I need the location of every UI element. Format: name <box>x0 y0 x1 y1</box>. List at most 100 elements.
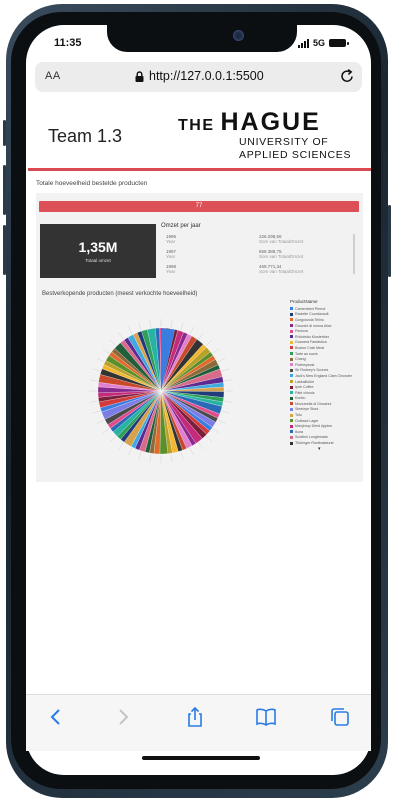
legend-label: Jack's New England Clam Chowder <box>295 373 353 378</box>
legend-item[interactable]: Camembert Pierrot <box>290 306 362 312</box>
header-divider <box>28 168 371 171</box>
legend-swatch <box>290 441 293 445</box>
volume-down-button <box>3 225 6 275</box>
legend-item[interactable]: Jack's New England Clam Chowder <box>290 373 362 379</box>
omzet-amount: 226.298,56 <box>259 234 282 239</box>
legend-item[interactable]: Flotemysost <box>290 362 362 368</box>
logo-line-2: APPLIED SCIENCES <box>239 149 352 161</box>
legend-label: Chang <box>295 357 306 362</box>
pie-leader-line <box>96 358 105 363</box>
legend-item[interactable]: Guaraná Fantástica <box>290 340 362 346</box>
legend-title: ProductName <box>290 299 318 304</box>
silent-switch <box>3 120 6 146</box>
legend-swatch <box>290 391 293 395</box>
forward-chevron-icon[interactable] <box>111 705 135 729</box>
legend-label: Rhönbräu Klosterbier <box>295 334 329 339</box>
legend-label: Scottish Longbreads <box>295 435 328 440</box>
legend-item[interactable]: Konbu <box>290 396 362 402</box>
address-bar[interactable]: AA http://127.0.0.1:5500 <box>35 62 362 92</box>
kpi-value: 1,35M <box>78 239 118 255</box>
pie-leader-line <box>189 447 194 456</box>
legend-item[interactable]: Raclette Courdavault <box>290 312 362 318</box>
legend-swatch <box>290 407 293 411</box>
url-text[interactable]: http://127.0.0.1:5500 <box>149 69 264 83</box>
omzet-row: 1997 Year 658.388,75 Som van TotaalOmzet <box>166 249 341 261</box>
legend-item[interactable]: Mozzarella di Giovanni <box>290 401 362 407</box>
pie-leader-line <box>224 400 233 403</box>
legend-item[interactable]: Manjimup Dried Apples <box>290 423 362 429</box>
omzet-amount: 658.388,75 <box>259 249 282 254</box>
legend-swatch <box>290 385 293 389</box>
legend-item[interactable]: Ipoh Coffee <box>290 384 362 390</box>
legend-swatch <box>290 424 293 428</box>
pie-leader-line <box>206 339 213 346</box>
legend-swatch <box>290 346 293 350</box>
legend-item[interactable]: Boston Crab Meat <box>290 345 362 351</box>
legend-swatch <box>290 419 293 423</box>
text-size-button[interactable]: AA <box>45 70 61 82</box>
share-icon[interactable] <box>183 705 207 729</box>
legend-label: Pâté chinois <box>295 390 315 395</box>
legend-item[interactable]: Outback Lager <box>290 418 362 424</box>
pie-leader-line <box>206 436 213 443</box>
logo-the: THE <box>178 117 215 134</box>
legend-item[interactable]: Gorgonzola Telino <box>290 317 362 323</box>
signal-icon <box>298 38 309 48</box>
legend-label: Mozzarella di Giovanni <box>295 401 332 406</box>
section-title: Totale hoeveelheid bestelde producten <box>36 180 148 187</box>
legend-item[interactable]: Thüringer Rostbratwurst <box>290 440 362 446</box>
home-indicator[interactable] <box>142 756 260 760</box>
pie-leader-line <box>149 454 152 463</box>
pie-leader-line <box>138 451 142 460</box>
legend-label: Steeleye Stout <box>295 407 319 412</box>
pie-leader-line <box>198 332 204 340</box>
legend-item[interactable]: Rhönbräu Klosterbier <box>290 334 362 340</box>
legend-swatch <box>290 340 293 344</box>
pie-leader-line <box>128 326 133 335</box>
bestsellers-title: Bestverkopende producten (meest verkocht… <box>42 291 198 297</box>
pie-leader-line <box>138 322 142 331</box>
legend-swatch <box>290 363 293 367</box>
legend-swatch <box>290 335 293 339</box>
legend-label: Guaraná Fantástica <box>295 340 327 345</box>
back-chevron-icon[interactable] <box>44 705 68 729</box>
legend-item[interactable]: Scottish Longbreads <box>290 435 362 441</box>
bookmarks-icon[interactable] <box>254 705 278 729</box>
legend-label: Pavlova <box>295 329 308 334</box>
legend-swatch <box>290 368 293 372</box>
tabs-icon[interactable] <box>328 705 352 729</box>
reload-icon[interactable] <box>338 67 356 85</box>
pie-leader-line <box>102 428 110 434</box>
legend-item[interactable]: Tarte au sucre <box>290 351 362 357</box>
kpi-label: Totaal omzet <box>85 258 111 263</box>
notch <box>107 25 297 52</box>
legend-item[interactable]: Tofu <box>290 412 362 418</box>
legend-label: Thüringer Rostbratwurst <box>295 441 334 446</box>
bestsellers-pie-chart[interactable] <box>76 309 246 474</box>
omzet-year-sub: Year <box>166 239 176 244</box>
legend-label: Boston Crab Meat <box>295 345 324 350</box>
pie-slice[interactable] <box>161 328 175 391</box>
pie-leader-line <box>149 319 152 328</box>
pie-leader-line <box>128 447 133 456</box>
omzet-scrollbar[interactable] <box>353 234 355 274</box>
legend-more-arrow[interactable]: ▾ <box>318 445 321 452</box>
pie-leader-line <box>221 368 230 372</box>
omzet-title: Omzet per jaar <box>161 223 201 229</box>
legend-item[interactable]: Pavlova <box>290 328 362 334</box>
pie-leader-line <box>212 348 220 354</box>
legend-item[interactable]: Steeleye Stout <box>290 407 362 413</box>
legend-swatch <box>290 324 293 328</box>
legend-item[interactable]: Sir Rodney's Scones <box>290 368 362 374</box>
legend-item[interactable]: Pâté chinois <box>290 390 362 396</box>
legend-label: Sir Rodney's Scones <box>295 368 329 373</box>
kpi-card: 1,35M Totaal omzet <box>40 224 156 278</box>
pie-legend[interactable]: ProductName Camembert Pierrot Raclette Co… <box>290 299 362 491</box>
omzet-year-sub: Year <box>166 254 176 259</box>
legend-item[interactable]: Chang <box>290 356 362 362</box>
legend-item[interactable]: Gnocchi di nonna Alice <box>290 323 362 329</box>
legend-item[interactable]: Ikura <box>290 429 362 435</box>
power-button <box>388 205 391 277</box>
legend-swatch <box>290 396 293 400</box>
legend-item[interactable]: Lakkalikööri <box>290 379 362 385</box>
